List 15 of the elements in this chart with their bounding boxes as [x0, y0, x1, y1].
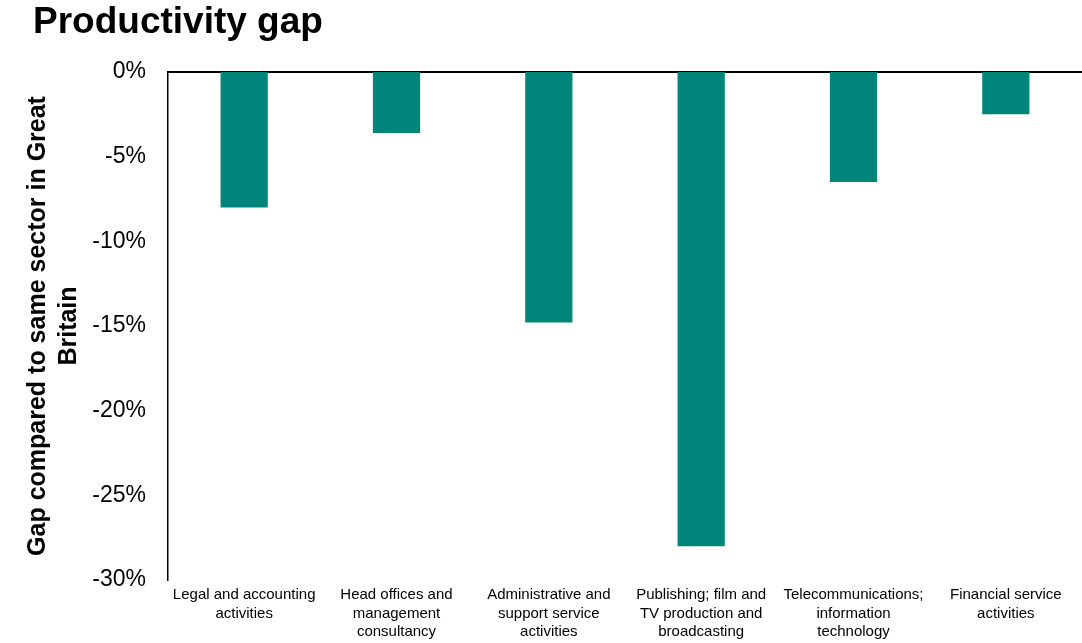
y-tick-label: -25%	[92, 480, 146, 507]
x-tick-label: Head offices and management consultancy	[340, 585, 453, 640]
x-tick-label: Administrative and support service activities	[487, 585, 611, 640]
y-tick-label: -20%	[92, 396, 146, 423]
y-axis-title: Gap compared to same sector in Great Britain	[21, 95, 81, 556]
y-tick-label: -30%	[92, 565, 146, 592]
x-tick-label: Financial service activities	[949, 585, 1062, 621]
y-tick-label: -10%	[92, 226, 146, 253]
x-tick-label: Telecommunications; information technology	[783, 585, 924, 640]
x-tick-label: Publishing; film and TV production and broadcasting	[636, 585, 767, 640]
y-tick-label: -5%	[105, 142, 146, 169]
chart-title: Productivity gap	[33, 0, 323, 42]
y-tick-label: -15%	[92, 311, 146, 338]
y-tick-label: 0%	[112, 57, 146, 84]
x-tick-label: Legal and accounting activities	[172, 585, 316, 621]
